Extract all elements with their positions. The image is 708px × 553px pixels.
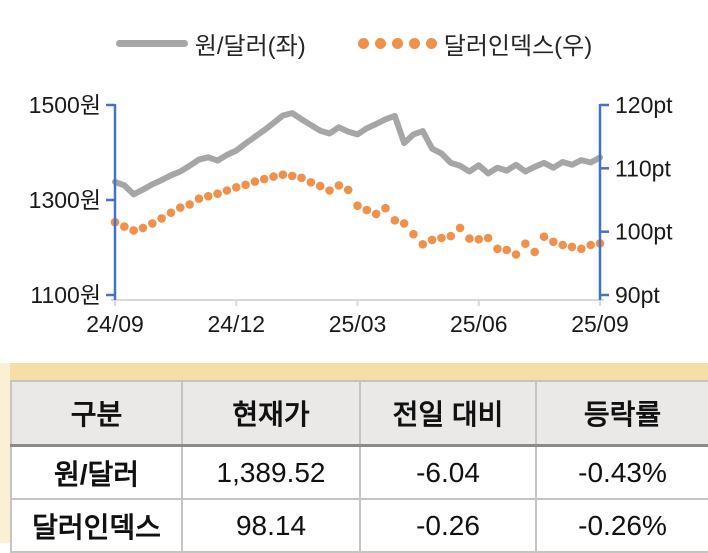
- dollar-index-dot: [306, 178, 316, 187]
- row-label-dollar-index: 달러인덱스: [10, 498, 183, 553]
- won-dollar-pct: -0.43%: [535, 444, 708, 500]
- dollar-index-dot: [483, 233, 493, 243]
- left-axis-label: 1500원: [29, 92, 101, 118]
- table-row-won-dollar: 원/달러 1,389.52 -6.04 -0.43%: [10, 444, 708, 500]
- dollar-index-dot: [567, 242, 577, 252]
- left-axis-label: 1300원: [29, 187, 101, 213]
- x-axis-label: 25/06: [450, 311, 508, 337]
- dollar-index-dot: [399, 219, 409, 228]
- right-axis-label: 90pt: [615, 282, 660, 308]
- dollar-index-dot: [455, 223, 465, 233]
- right-axis-label: 100pt: [615, 219, 673, 245]
- dollar-index-dot: [315, 181, 325, 191]
- dollar-index-dot: [222, 186, 232, 195]
- dollar-index-dot: [381, 203, 390, 213]
- dollar-index-dot: [148, 219, 157, 228]
- dollar-index-dot: [511, 250, 521, 259]
- dollar-index-dot: [586, 240, 595, 250]
- dollar-index-dot: [539, 232, 549, 241]
- table-header-row: 구분 현재가 전일 대비 등락률: [10, 380, 708, 447]
- dollar-index-dot: [343, 185, 353, 195]
- dollar-index-dot: [502, 245, 512, 255]
- dollar-index-dot: [474, 235, 484, 244]
- dollar-index-dot: [175, 203, 185, 212]
- right-axis-label: 120pt: [615, 92, 673, 118]
- legend-item-won-dollar: 원/달러(좌): [115, 26, 306, 61]
- dollar-index-dot: [549, 237, 558, 247]
- won-dollar-line-series: [112, 110, 603, 198]
- dollar-index-dot: [521, 239, 530, 248]
- legend-label-dollar-index: 달러인덱스(우): [443, 33, 593, 60]
- legend-label-won-dollar: 원/달러(좌): [194, 33, 306, 60]
- x-axis-label: 25/03: [329, 311, 387, 337]
- dollar-index-dot: [138, 223, 148, 233]
- left-axis-label: 1100원: [30, 282, 101, 308]
- dollar-index-dot: [297, 173, 306, 183]
- dollar-index-price: 98.14: [181, 498, 361, 553]
- chart-legend: 원/달러(좌) 달러인덱스(우): [0, 26, 708, 61]
- dollar-index-dot: [353, 201, 362, 210]
- col-header-current-price: 현재가: [181, 380, 361, 447]
- dollar-index-dot: [120, 222, 129, 231]
- dollar-index-pct: -0.26%: [535, 498, 708, 553]
- dollar-index-change: -0.26: [359, 498, 537, 553]
- dollar-index-dot: [390, 216, 400, 225]
- dollar-index-dot: [418, 240, 428, 249]
- quote-table-panel: 구분 현재가 전일 대비 등락률 원/달러 1,389.52 -6.04 -0.…: [0, 363, 708, 553]
- dollar-index-dot: [493, 244, 502, 254]
- quote-table: 구분 현재가 전일 대비 등락률 원/달러 1,389.52 -6.04 -0.…: [10, 380, 708, 553]
- dollar-index-dot: [278, 170, 288, 179]
- col-header-category: 구분: [10, 380, 183, 447]
- dollar-index-dot: [269, 172, 278, 181]
- dollar-index-dot: [558, 240, 567, 250]
- dollar-index-dot: [194, 194, 204, 203]
- dollar-index-dot: [203, 191, 213, 201]
- dollar-index-dot: [446, 231, 456, 241]
- dollar-index-dot: [129, 226, 138, 235]
- dollar-index-dot: [577, 244, 586, 254]
- dollar-index-dot: [250, 177, 260, 186]
- table-left-strip: [0, 363, 10, 543]
- dollar-index-dot: [362, 205, 372, 215]
- dollar-index-dot: [231, 183, 241, 192]
- dual-axis-line-chart: 24/09 24/12 25/03 25/06 25/09 1500원 1300원 1100원…: [29, 92, 673, 337]
- dollar-index-dot: [427, 235, 437, 245]
- won-dollar-change: -6.04: [359, 444, 537, 500]
- dollar-index-dot: [437, 233, 446, 243]
- x-axis-label: 24/09: [86, 311, 144, 337]
- legend-item-dollar-index: 달러인덱스(우): [357, 26, 593, 61]
- dollar-index-dot: [371, 209, 381, 219]
- dollar-index-dot: [465, 234, 474, 243]
- dollar-index-dot: [334, 181, 344, 190]
- dollar-index-dot: [530, 247, 540, 257]
- dollar-index-dot: [157, 214, 166, 223]
- row-label-won-dollar: 원/달러: [10, 444, 183, 500]
- gray-line-swatch-icon: [115, 40, 188, 47]
- right-axis-label: 110pt: [615, 155, 671, 181]
- dollar-index-dot: [213, 189, 222, 198]
- dollar-index-dot: [241, 180, 250, 190]
- dollar-index-dot: [166, 208, 176, 217]
- dollar-index-dot: [259, 174, 269, 184]
- table-row-dollar-index: 달러인덱스 98.14 -0.26 -0.26%: [10, 498, 708, 553]
- dollar-index-dot: [325, 186, 334, 195]
- col-header-change-rate: 등락률: [535, 380, 708, 447]
- col-header-daily-change: 전일 대비: [359, 380, 537, 447]
- dollar-index-dot: [185, 200, 194, 209]
- dollar-index-dot: [287, 171, 297, 181]
- won-dollar-price: 1,389.52: [181, 444, 361, 500]
- x-axis-label: 25/09: [571, 311, 629, 337]
- dollar-index-dot: [409, 229, 418, 239]
- orange-dots-swatch-icon: [357, 38, 437, 49]
- x-axis-label: 24/12: [207, 311, 265, 337]
